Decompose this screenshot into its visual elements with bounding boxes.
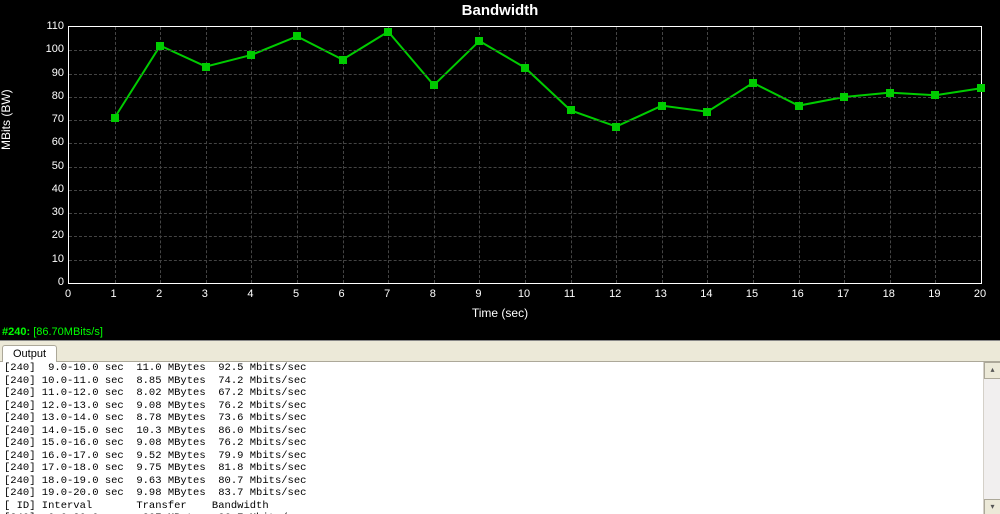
xtick-label: 15 [742,288,762,300]
grid-line-v [571,27,572,283]
tab-output[interactable]: Output [2,345,57,362]
data-point [247,51,255,59]
status-id: #240: [2,326,30,338]
ytick-label: 10 [34,253,64,265]
data-point [795,102,803,110]
grid-line-v [616,27,617,283]
grid-line-v [115,27,116,283]
scroll-up-button[interactable]: ▴ [984,362,1000,379]
ytick-label: 60 [34,136,64,148]
output-text: [240] 9.0-10.0 sec 11.0 MBytes 92.5 Mbit… [4,362,982,514]
xtick-label: 14 [696,288,716,300]
data-point [840,93,848,101]
data-point [430,81,438,89]
ytick-label: 50 [34,160,64,172]
data-point [339,56,347,64]
xtick-label: 20 [970,288,990,300]
xtick-label: 5 [286,288,306,300]
data-point [384,28,392,36]
data-point [749,79,757,87]
grid-line-v [890,27,891,283]
ytick-label: 40 [34,183,64,195]
data-point [886,89,894,97]
output-panel: [240] 9.0-10.0 sec 11.0 MBytes 92.5 Mbit… [0,362,1000,514]
data-point [567,106,575,114]
data-point [293,32,301,40]
data-point [202,63,210,71]
chart-xlabel: Time (sec) [0,306,1000,320]
xtick-label: 13 [651,288,671,300]
grid-line-v [251,27,252,283]
ytick-label: 110 [34,20,64,32]
scroll-down-button[interactable]: ▾ [984,499,1000,514]
grid-line-v [844,27,845,283]
xtick-label: 6 [332,288,352,300]
data-point [521,64,529,72]
xtick-label: 19 [924,288,944,300]
xtick-label: 1 [104,288,124,300]
grid-line-v [753,27,754,283]
xtick-label: 17 [833,288,853,300]
xtick-label: 0 [58,288,78,300]
ytick-label: 80 [34,90,64,102]
output-scrollbar[interactable]: ▴ ▾ [983,362,1000,514]
xtick-label: 18 [879,288,899,300]
chart-plot-area [68,26,982,284]
grid-line-v [388,27,389,283]
status-rate: [86.70MBits/s] [33,326,103,338]
grid-line-v [799,27,800,283]
xtick-label: 11 [560,288,580,300]
ytick-label: 100 [34,43,64,55]
xtick-label: 9 [468,288,488,300]
grid-line-v [935,27,936,283]
data-point [156,42,164,50]
grid-line-v [343,27,344,283]
xtick-label: 16 [788,288,808,300]
data-point [612,123,620,131]
chart-title: Bandwidth [0,2,1000,19]
data-point [931,91,939,99]
chart-ylabel: MBits (BW) [0,89,13,150]
ytick-label: 30 [34,206,64,218]
xtick-label: 8 [423,288,443,300]
data-point [703,108,711,116]
ytick-label: 90 [34,67,64,79]
grid-line-v [662,27,663,283]
tab-strip: Output [0,341,1000,362]
xtick-label: 10 [514,288,534,300]
data-point [111,114,119,122]
data-point [475,37,483,45]
xtick-label: 7 [377,288,397,300]
data-point [658,102,666,110]
xtick-label: 2 [149,288,169,300]
xtick-label: 3 [195,288,215,300]
grid-line-v [707,27,708,283]
ytick-label: 20 [34,229,64,241]
bandwidth-chart: Bandwidth MBits (BW) Time (sec) 01020304… [0,0,1000,324]
grid-line-v [297,27,298,283]
grid-line-v [434,27,435,283]
grid-line-v [160,27,161,283]
status-bar: #240: [86.70MBits/s] [0,324,1000,341]
ytick-label: 70 [34,113,64,125]
data-point [977,84,985,92]
xtick-label: 12 [605,288,625,300]
grid-line-v [479,27,480,283]
ytick-label: 0 [34,276,64,288]
xtick-label: 4 [240,288,260,300]
